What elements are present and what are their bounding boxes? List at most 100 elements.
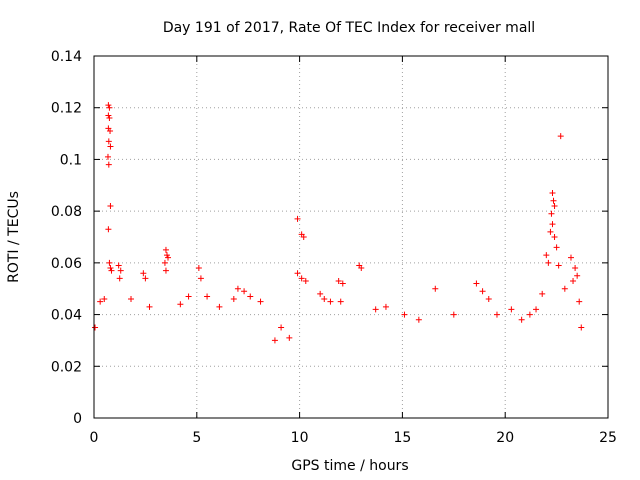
data-point [539, 290, 546, 297]
plot-frame [93, 55, 609, 419]
grid-lines [94, 56, 608, 418]
data-point [300, 234, 307, 240]
data-point [317, 290, 324, 297]
data-point [339, 280, 346, 287]
chart-title: Day 191 of 2017, Rate Of TEC Index for r… [163, 20, 535, 36]
data-point [146, 303, 153, 310]
y-tick-label: 0.08 [51, 204, 82, 220]
data-point [115, 262, 122, 269]
data-point [177, 301, 184, 308]
data-point [372, 306, 379, 313]
data-point [549, 221, 556, 228]
data-point [140, 270, 147, 277]
data-point [197, 275, 204, 282]
y-tick-label: 0 [73, 411, 82, 427]
data-point [161, 259, 168, 266]
data-point [550, 197, 557, 204]
data-point [92, 324, 99, 331]
data-point [107, 202, 114, 209]
data-point [298, 275, 305, 282]
data-point [107, 143, 114, 150]
data-point [570, 277, 577, 284]
data-point [105, 112, 112, 119]
data-point [302, 277, 309, 284]
data-point [278, 324, 285, 331]
data-point [557, 133, 564, 140]
data-point [547, 228, 554, 235]
data-point [97, 298, 104, 305]
data-point [382, 303, 389, 310]
data-point [116, 275, 123, 282]
data-points [92, 102, 585, 344]
data-point [104, 153, 111, 160]
x-tick-label: 10 [291, 430, 309, 446]
data-point [545, 259, 552, 266]
data-point [518, 316, 525, 323]
data-point [294, 215, 301, 222]
data-point [105, 102, 112, 109]
data-point [216, 303, 223, 310]
data-point [450, 311, 457, 318]
data-point [572, 265, 579, 272]
data-point [107, 127, 114, 134]
data-point [234, 285, 241, 292]
data-point [551, 234, 558, 240]
x-tick-label: 0 [90, 430, 99, 446]
data-point [526, 311, 533, 318]
x-tick-label: 5 [192, 430, 201, 446]
data-point [508, 306, 515, 313]
data-point [578, 324, 585, 331]
y-tick-label: 0.12 [51, 101, 82, 117]
data-point [574, 272, 581, 279]
data-point [101, 296, 108, 303]
data-point [162, 246, 169, 253]
data-point [567, 254, 574, 261]
data-point [106, 104, 113, 111]
data-point [543, 252, 550, 259]
data-point [286, 334, 293, 341]
data-point [432, 285, 439, 292]
data-point [106, 259, 113, 266]
data-point [401, 311, 408, 318]
data-point [117, 267, 124, 274]
data-point [415, 316, 422, 323]
data-point [294, 270, 301, 277]
data-point [533, 306, 540, 313]
data-point [247, 293, 254, 300]
data-point [321, 296, 328, 303]
data-point [561, 285, 568, 292]
data-point [165, 254, 172, 261]
x-tick-label: 15 [393, 430, 411, 446]
data-point [241, 288, 248, 295]
data-point [271, 337, 278, 344]
y-tick-label: 0.04 [51, 308, 82, 324]
y-tick-label: 0.06 [51, 256, 82, 272]
data-point [555, 262, 562, 269]
data-point [549, 190, 556, 197]
data-point [195, 265, 202, 272]
data-point [105, 226, 112, 233]
data-point [473, 280, 480, 287]
data-point [185, 293, 192, 300]
data-point [107, 265, 114, 272]
data-point [106, 115, 113, 122]
data-point [327, 298, 334, 305]
y-axis-label: ROTI / TECUs [6, 191, 22, 283]
data-point [128, 296, 135, 303]
x-tick-label: 20 [496, 430, 514, 446]
x-tick-label: 25 [599, 430, 617, 446]
data-point [548, 210, 555, 217]
data-point [162, 267, 169, 274]
data-point [335, 277, 342, 284]
data-point [108, 267, 115, 274]
data-point [105, 161, 112, 168]
data-point [230, 296, 237, 303]
data-point [479, 288, 486, 295]
data-point [553, 244, 560, 251]
x-axis-label: GPS time / hours [291, 458, 408, 474]
data-point [576, 298, 583, 305]
data-point [105, 138, 112, 145]
data-point [358, 265, 365, 272]
data-point [204, 293, 211, 300]
data-point [493, 311, 500, 318]
